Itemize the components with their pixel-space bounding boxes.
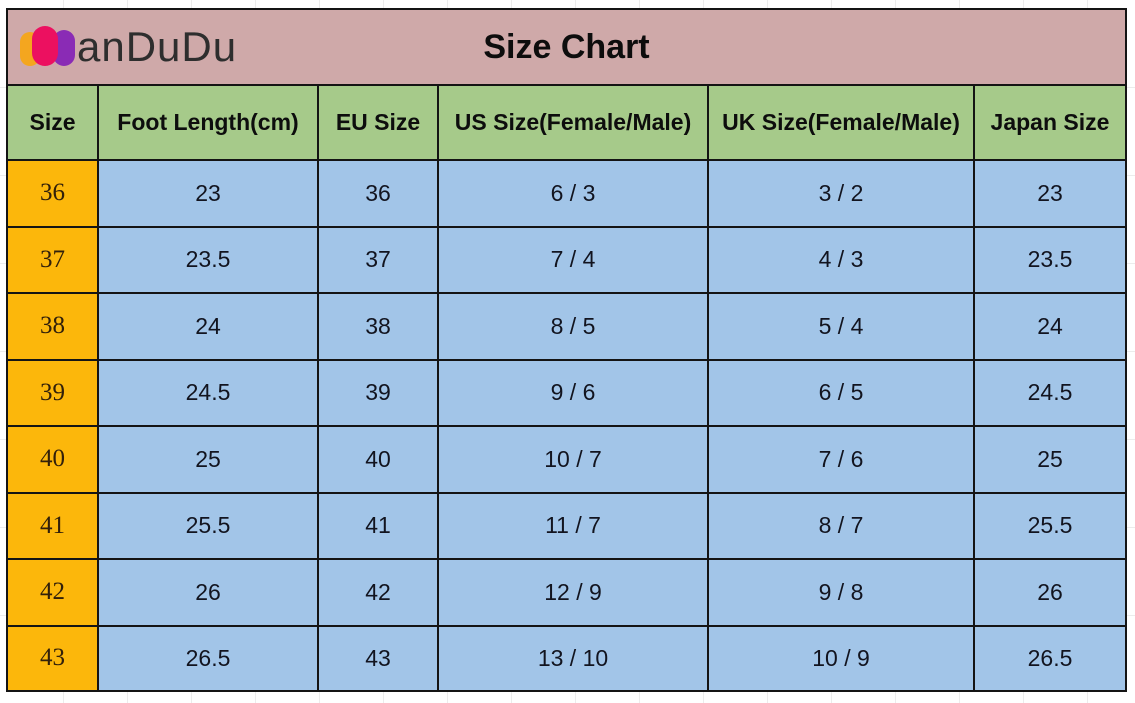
data-cell: 7 / 4 [437, 225, 709, 295]
data-cell: 26.5 [973, 624, 1125, 690]
brand-logo-icon [20, 26, 76, 68]
data-cell: 13 / 10 [437, 624, 709, 690]
logo-pink-shape [32, 26, 58, 66]
table-row: 43 26.5 43 13 / 10 10 / 9 26.5 [8, 624, 1125, 690]
data-cell: 36 [317, 159, 439, 228]
data-cell: 23.5 [97, 225, 319, 295]
column-header: UK Size(Female/Male) [707, 86, 975, 161]
data-cell: 39 [317, 358, 439, 428]
size-cell: 40 [8, 425, 99, 494]
data-cell: 37 [317, 225, 439, 295]
data-cell: 10 / 9 [707, 624, 975, 690]
data-cell: 8 / 5 [437, 292, 709, 361]
data-cell: 4 / 3 [707, 225, 975, 295]
data-cell: 10 / 7 [437, 425, 709, 494]
data-cell: 40 [317, 425, 439, 494]
brand-header: anDuDu Size Chart [8, 10, 1125, 86]
data-cell: 24.5 [97, 358, 319, 428]
data-cell: 26.5 [97, 624, 319, 690]
data-cell: 8 / 7 [707, 491, 975, 561]
data-cell: 42 [317, 558, 439, 627]
data-cell: 24.5 [973, 358, 1125, 428]
data-cell: 6 / 5 [707, 358, 975, 428]
data-cell: 11 / 7 [437, 491, 709, 561]
column-header: Japan Size [973, 86, 1125, 161]
size-table: Size Foot Length(cm) EU Size US Size(Female… [8, 86, 1125, 690]
size-cell: 41 [8, 491, 99, 561]
size-chart-sheet: anDuDu Size Chart Size Foot Length(cm) EU … [6, 8, 1127, 692]
data-cell: 25 [973, 425, 1125, 494]
size-cell: 38 [8, 292, 99, 361]
logo-purple-shape [53, 30, 75, 66]
data-cell: 43 [317, 624, 439, 690]
data-cell: 9 / 6 [437, 358, 709, 428]
size-cell: 43 [8, 624, 99, 690]
data-cell: 6 / 3 [437, 159, 709, 228]
data-cell: 9 / 8 [707, 558, 975, 627]
size-cell: 37 [8, 225, 99, 295]
data-cell: 23.5 [973, 225, 1125, 295]
data-cell: 26 [973, 558, 1125, 627]
column-header: EU Size [317, 86, 439, 161]
column-header-row: Size Foot Length(cm) EU Size US Size(Female… [8, 86, 1125, 161]
brand-logo: anDuDu [20, 26, 237, 68]
column-header: Size [8, 86, 99, 161]
data-cell: 7 / 6 [707, 425, 975, 494]
data-cell: 23 [97, 159, 319, 228]
column-header: US Size(Female/Male) [437, 86, 709, 161]
size-cell: 42 [8, 558, 99, 627]
column-header: Foot Length(cm) [97, 86, 319, 161]
data-cell: 38 [317, 292, 439, 361]
size-cell: 39 [8, 358, 99, 428]
data-cell: 3 / 2 [707, 159, 975, 228]
data-cell: 24 [973, 292, 1125, 361]
data-cell: 23 [973, 159, 1125, 228]
data-cell: 24 [97, 292, 319, 361]
data-cell: 12 / 9 [437, 558, 709, 627]
data-cell: 25 [97, 425, 319, 494]
brand-logo-text: anDuDu [77, 23, 238, 70]
size-cell: 36 [8, 159, 99, 228]
data-cell: 26 [97, 558, 319, 627]
data-cell: 5 / 4 [707, 292, 975, 361]
data-cell: 25.5 [973, 491, 1125, 561]
data-cell: 41 [317, 491, 439, 561]
data-cell: 25.5 [97, 491, 319, 561]
